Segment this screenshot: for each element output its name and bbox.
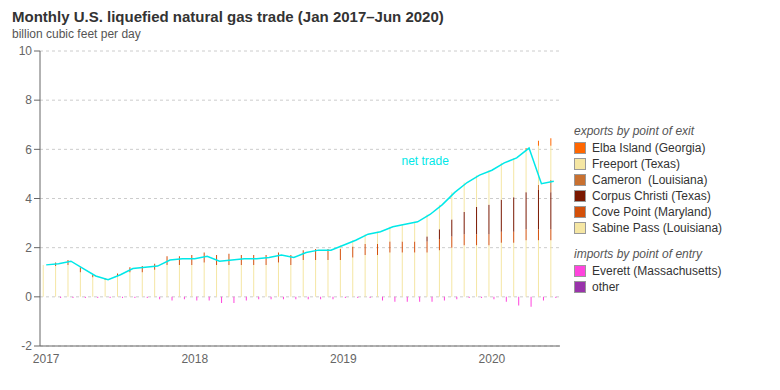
html-text:billion cubic feet per day: billion cubic feet per day (12, 27, 141, 41)
svg-text:10: 10 (19, 44, 33, 58)
html-text:imports by point of entry: imports by point of entry (574, 247, 703, 261)
html-text:Elba Island (Georgia): Elba Island (Georgia) (592, 141, 706, 155)
svg-text:-2: -2 (21, 339, 32, 353)
html-text:Freeport (Texas): Freeport (Texas) (592, 157, 680, 171)
svg-text:0: 0 (25, 290, 32, 304)
html-text:Monthly U.S. liquefied natural: Monthly U.S. liquefied natural gas trade… (12, 8, 444, 25)
html-text:exports by point of exit: exports by point of exit (574, 124, 695, 138)
svg-text:6: 6 (25, 143, 32, 157)
svg-text:8: 8 (25, 93, 32, 107)
html-text:Cameron (Louisiana): Cameron (Louisiana) (592, 173, 708, 187)
svg-text:2018: 2018 (181, 352, 208, 366)
svg-text:2019: 2019 (330, 352, 357, 366)
html-text:Corpus Christi (Texas): Corpus Christi (Texas) (592, 189, 711, 203)
html-text:Sabine Pass (Louisiana): Sabine Pass (Louisiana) (592, 221, 723, 235)
svg-text:2020: 2020 (479, 352, 506, 366)
html-text:Cove Point (Maryland): Cove Point (Maryland) (592, 205, 712, 219)
svg-text:2017: 2017 (33, 352, 60, 366)
html-text:other: other (592, 280, 620, 294)
svg-text:2: 2 (25, 241, 32, 255)
html-text:Everett (Massachusetts): Everett (Massachusetts) (592, 264, 722, 278)
svg-text:net trade: net trade (401, 154, 449, 168)
svg-text:4: 4 (25, 192, 32, 206)
